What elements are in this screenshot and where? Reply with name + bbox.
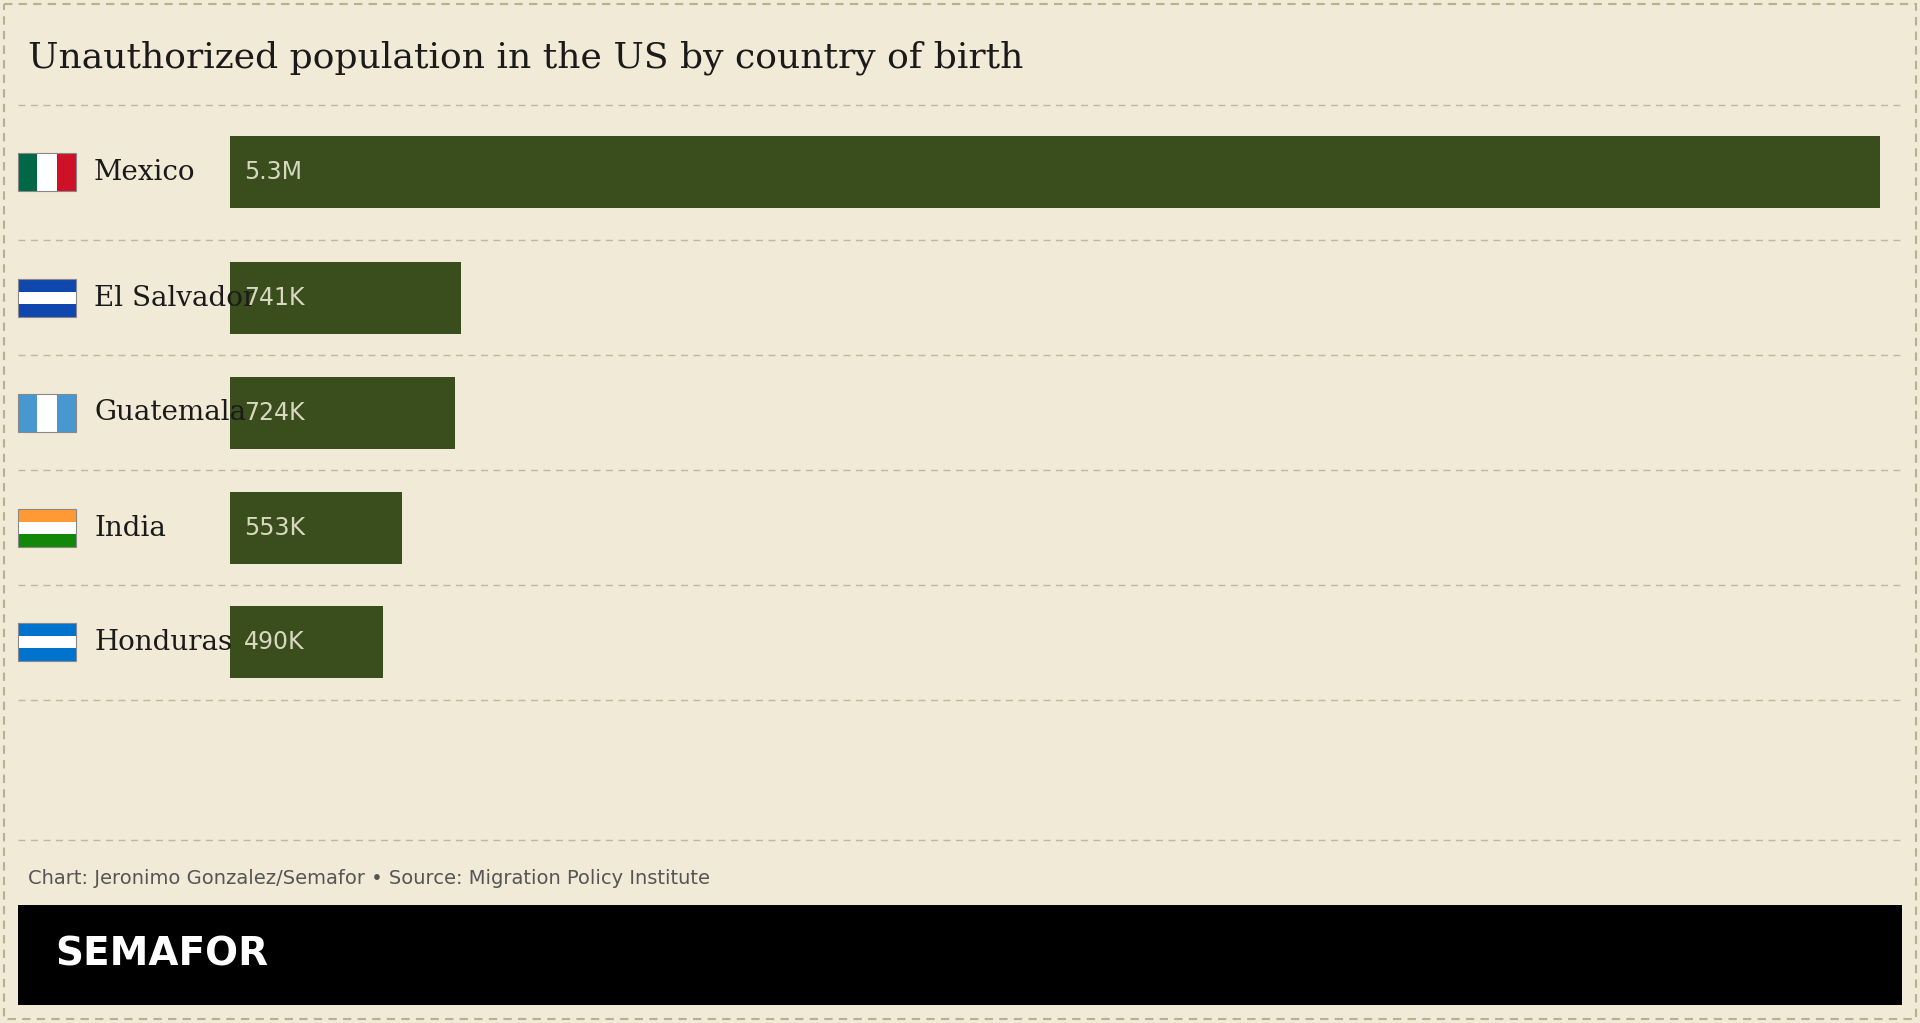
Bar — [17, 292, 77, 304]
Text: India: India — [94, 515, 165, 541]
Text: Guatemala: Guatemala — [94, 400, 246, 427]
Bar — [17, 534, 77, 547]
Text: 553K: 553K — [244, 516, 305, 540]
Bar — [17, 649, 77, 661]
Bar — [230, 136, 1880, 208]
Bar — [58, 394, 77, 432]
Bar — [17, 279, 77, 317]
Bar — [58, 153, 77, 191]
Bar — [17, 394, 36, 432]
Text: Honduras: Honduras — [94, 628, 232, 656]
Text: Chart: Jeronimo Gonzalez/Semafor • Source: Migration Policy Institute: Chart: Jeronimo Gonzalez/Semafor • Sourc… — [29, 869, 710, 888]
Bar — [17, 623, 77, 635]
Bar — [230, 606, 382, 678]
Text: 490K: 490K — [244, 630, 305, 654]
Bar — [17, 279, 77, 292]
Bar — [17, 905, 1903, 1005]
Bar — [17, 522, 77, 534]
Bar — [17, 509, 77, 522]
Text: 741K: 741K — [244, 286, 305, 310]
Bar — [17, 153, 77, 191]
Text: El Salvador: El Salvador — [94, 284, 255, 311]
Text: Mexico: Mexico — [94, 159, 196, 185]
Bar — [36, 394, 58, 432]
Text: Unauthorized population in the US by country of birth: Unauthorized population in the US by cou… — [29, 41, 1023, 76]
Bar — [17, 304, 77, 317]
Text: 724K: 724K — [244, 401, 305, 425]
Bar — [36, 153, 58, 191]
Text: 5.3M: 5.3M — [244, 160, 301, 184]
Bar — [17, 394, 77, 432]
Bar — [230, 262, 461, 333]
Bar — [17, 623, 77, 661]
Bar — [17, 153, 36, 191]
Text: SEMAFOR: SEMAFOR — [56, 936, 269, 974]
Bar — [17, 509, 77, 547]
Bar — [230, 377, 455, 449]
Bar — [230, 492, 401, 564]
Bar — [17, 635, 77, 649]
